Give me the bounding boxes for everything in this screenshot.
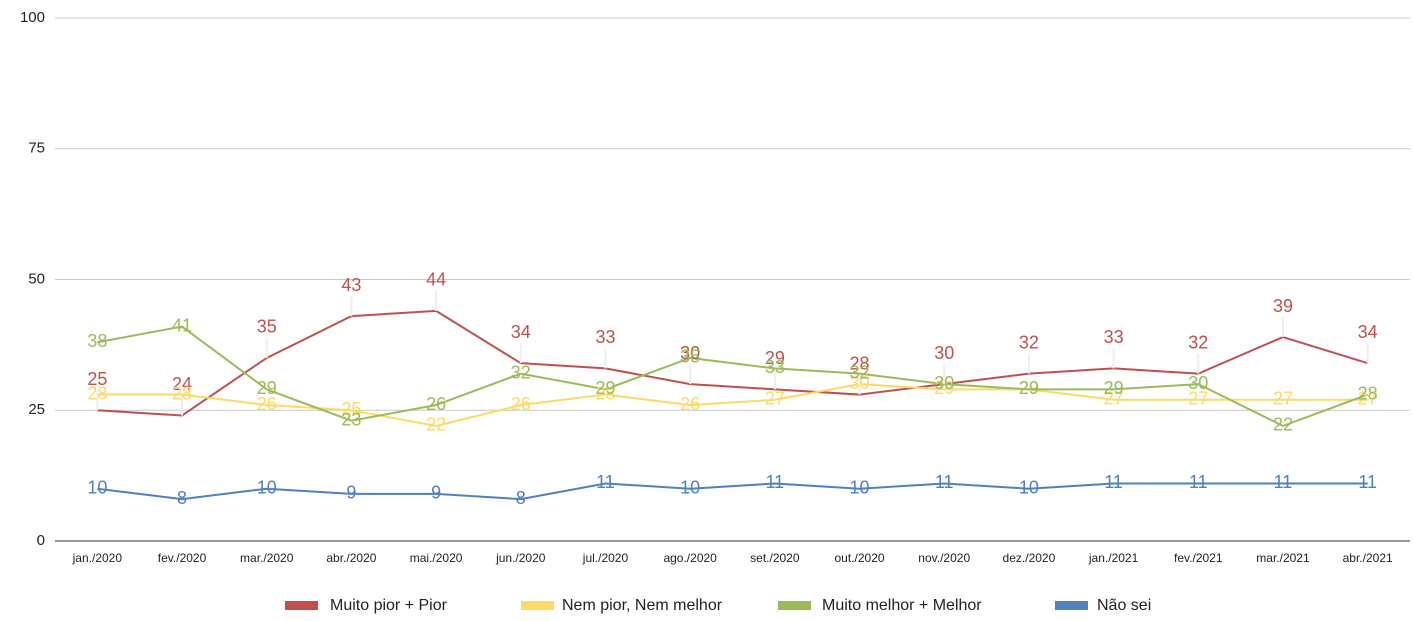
data-label: 30	[850, 373, 870, 393]
data-label: 8	[516, 488, 526, 508]
y-tick-label: 25	[28, 401, 45, 418]
data-label: 25	[87, 369, 107, 389]
data-label: 32	[1019, 332, 1039, 352]
x-tick-label: ago./2020	[663, 551, 717, 565]
data-label: 41	[172, 315, 192, 335]
data-label: 29	[934, 378, 954, 398]
data-label: 35	[257, 317, 277, 337]
series-line	[97, 383, 1368, 427]
data-label: 25	[341, 399, 361, 419]
x-tick-label: mai./2020	[410, 551, 463, 565]
x-tick-label: jun./2020	[495, 551, 546, 565]
x-tick-label: mar./2020	[240, 551, 294, 565]
data-label: 29	[765, 348, 785, 368]
x-tick-label: mar./2021	[1256, 551, 1310, 565]
data-label: 8	[177, 488, 187, 508]
series-line	[97, 325, 1369, 428]
data-label: 11	[1104, 472, 1123, 492]
data-label: 33	[595, 327, 615, 347]
legend-label: Muito pior + Pior	[330, 597, 448, 614]
data-label: 10	[87, 477, 107, 497]
data-label: 11	[935, 472, 954, 492]
data-label: 27	[765, 389, 785, 409]
data-label: 39	[1273, 296, 1293, 316]
data-label: 34	[511, 322, 531, 342]
data-label: 10	[680, 477, 700, 497]
data-label: 10	[850, 477, 870, 497]
x-tick-label: nov./2020	[918, 551, 970, 565]
data-label: 30	[1188, 373, 1208, 393]
data-label: 11	[1358, 472, 1377, 492]
data-label: 35	[680, 347, 700, 367]
data-label: 29	[1019, 378, 1039, 398]
y-tick-label: 100	[20, 9, 45, 26]
data-label: 9	[431, 483, 441, 503]
data-label: 11	[766, 472, 785, 492]
data-label: 43	[341, 275, 361, 295]
data-label: 24	[172, 374, 192, 394]
data-label: 29	[257, 378, 277, 398]
data-label: 29	[595, 378, 615, 398]
data-label: 28	[1358, 383, 1378, 403]
data-label: 22	[426, 415, 446, 435]
legend-swatch	[778, 601, 811, 610]
data-label: 11	[596, 472, 615, 492]
data-label: 29	[1019, 378, 1039, 398]
data-label: 32	[1188, 332, 1208, 352]
data-label: 32	[850, 362, 870, 382]
series-line	[97, 482, 1368, 501]
data-label: 26	[426, 394, 446, 414]
data-label: 30	[934, 343, 954, 363]
data-label: 27	[1104, 389, 1124, 409]
legend-label: Não sei	[1097, 597, 1151, 614]
data-label: 32	[511, 362, 531, 382]
legend-swatch	[285, 601, 318, 610]
data-label: 11	[1189, 472, 1208, 492]
x-tick-label: dez./2020	[1003, 551, 1056, 565]
x-tick-label: set./2020	[750, 551, 800, 565]
data-label: 26	[511, 394, 531, 414]
data-label: 28	[172, 383, 192, 403]
data-label: 23	[341, 409, 361, 429]
x-tick-label: abr./2021	[1343, 551, 1393, 565]
series-line	[97, 309, 1368, 417]
data-label: 10	[257, 477, 277, 497]
x-tick-label: fev./2021	[1174, 551, 1223, 565]
data-label: 29	[1104, 378, 1124, 398]
data-label: 28	[850, 353, 870, 373]
x-tick-label: abr./2020	[326, 551, 376, 565]
y-tick-label: 75	[28, 140, 45, 157]
data-label: 27	[1358, 389, 1378, 409]
data-label: 11	[1274, 472, 1293, 492]
x-tick-label: fev./2020	[158, 551, 207, 565]
data-label: 10	[1019, 477, 1039, 497]
legend-swatch	[1055, 601, 1088, 610]
x-tick-label: jul./2020	[582, 551, 629, 565]
data-label: 33	[1104, 327, 1124, 347]
data-label: 28	[87, 383, 107, 403]
data-label: 30	[934, 373, 954, 393]
data-label: 33	[765, 357, 785, 377]
legend-label: Nem pior, Nem melhor	[562, 597, 723, 614]
y-tick-label: 50	[28, 270, 45, 287]
data-label: 30	[680, 343, 700, 363]
legend-swatch	[521, 601, 554, 610]
data-label: 44	[426, 270, 446, 290]
data-label: 9	[346, 483, 356, 503]
data-label: 28	[595, 383, 615, 403]
data-label: 27	[1188, 389, 1208, 409]
data-label: 27	[1273, 389, 1293, 409]
data-label: 26	[257, 394, 277, 414]
data-label: 34	[1358, 322, 1378, 342]
data-label: 22	[1273, 415, 1293, 435]
y-tick-label: 0	[37, 532, 45, 549]
x-tick-label: jan./2020	[72, 551, 123, 565]
x-tick-label: jan./2021	[1088, 551, 1139, 565]
legend-label: Muito melhor + Melhor	[822, 597, 982, 614]
x-tick-label: out./2020	[835, 551, 885, 565]
data-label: 38	[87, 331, 107, 351]
data-label: 26	[680, 394, 700, 414]
